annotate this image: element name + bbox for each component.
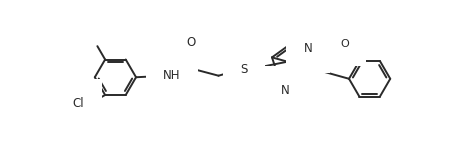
Text: NH: NH (163, 69, 180, 82)
Text: N: N (303, 42, 312, 55)
Text: N: N (291, 84, 300, 97)
Text: O: O (340, 39, 348, 49)
Text: Cl: Cl (72, 97, 84, 110)
Text: O: O (186, 36, 195, 49)
Text: S: S (240, 63, 247, 76)
Text: N: N (280, 84, 289, 97)
